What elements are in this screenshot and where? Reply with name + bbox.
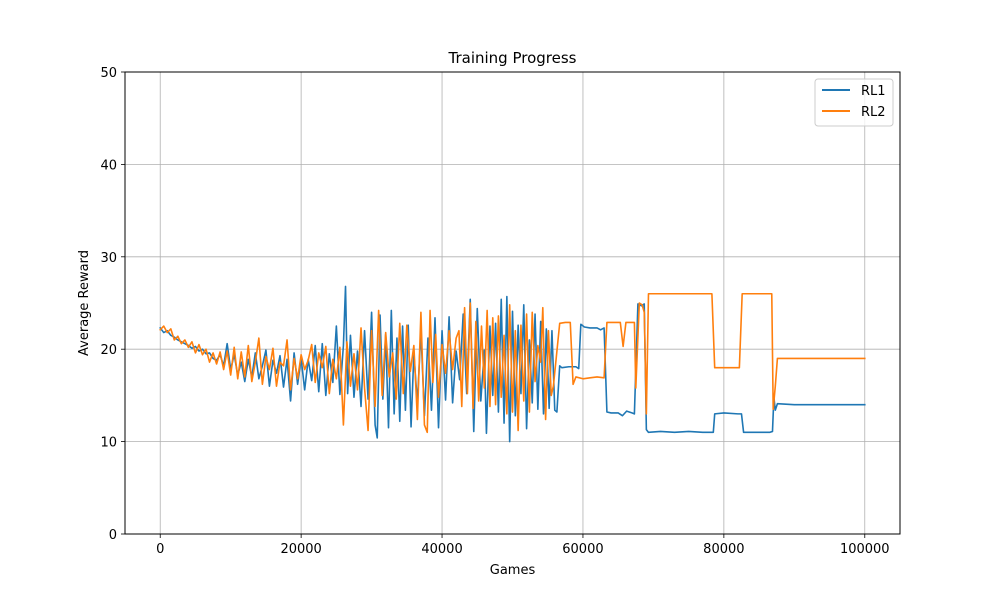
y-tick-label: 20 <box>100 343 117 358</box>
y-tick-label: 40 <box>100 158 117 173</box>
y-tick-label: 50 <box>100 66 117 81</box>
x-tick-label: 40000 <box>421 542 462 557</box>
y-axis-label: Average Reward <box>77 250 92 356</box>
y-tick-label: 30 <box>100 251 117 266</box>
x-tick-label: 60000 <box>562 542 603 557</box>
chart-title: Training Progress <box>448 49 577 67</box>
x-tick-label: 0 <box>156 542 164 557</box>
x-tick-label: 80000 <box>703 542 744 557</box>
y-tick-label: 10 <box>100 436 117 451</box>
axis-ticks: 0 20000 40000 60000 80000 100000 0 10 20 30 40 50 <box>100 66 889 557</box>
plot-frame <box>124 71 901 535</box>
series-layer <box>159 285 866 443</box>
legend-label-rl2: RL2 <box>861 105 886 120</box>
series-line-rl2 <box>159 292 866 434</box>
x-axis-label: Games <box>490 563 536 578</box>
legend-label-rl1: RL1 <box>861 84 886 99</box>
series-line-rl1 <box>159 285 866 443</box>
legend: RL1 RL2 <box>814 78 894 127</box>
x-tick-label: 100000 <box>840 542 890 557</box>
y-tick-label: 0 <box>109 528 117 543</box>
x-tick-label: 20000 <box>280 542 321 557</box>
